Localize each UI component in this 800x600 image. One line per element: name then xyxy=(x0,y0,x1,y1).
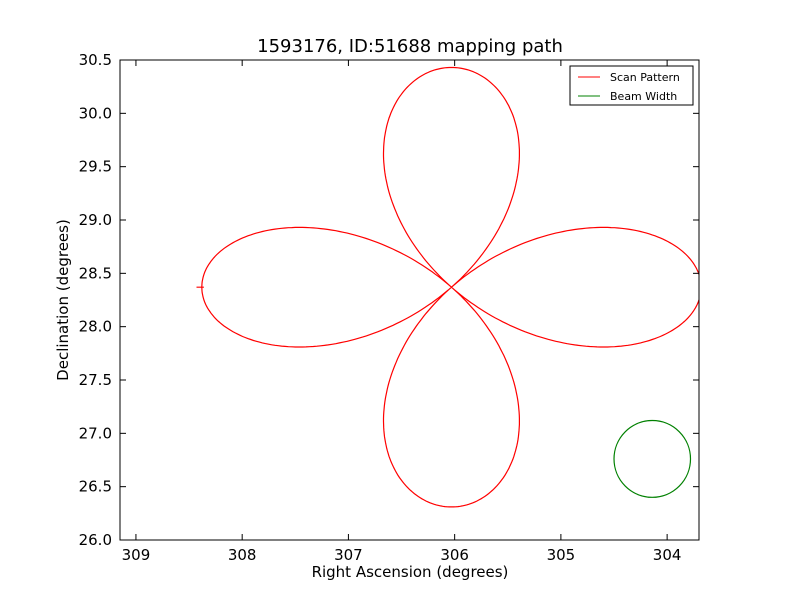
x-tick-label: 304 xyxy=(653,546,682,564)
x-tick-label: 309 xyxy=(122,546,151,564)
y-tick-label: 28.5 xyxy=(79,264,112,282)
legend-label-beam-width: Beam Width xyxy=(610,90,677,103)
y-tick-label: 28.0 xyxy=(79,318,112,336)
y-tick-label: 29.0 xyxy=(79,211,112,229)
legend: Scan Pattern Beam Width xyxy=(569,65,694,106)
x-tick-label: 305 xyxy=(547,546,576,564)
y-tick-label: 26.0 xyxy=(79,531,112,549)
x-tick-label: 307 xyxy=(334,546,363,564)
y-tick-label: 26.5 xyxy=(79,478,112,496)
y-tick-label: 29.5 xyxy=(79,158,112,176)
beam-width-circle xyxy=(613,419,692,498)
y-tick-label: 30.0 xyxy=(79,104,112,122)
legend-label-scan-pattern: Scan Pattern xyxy=(610,71,680,84)
series-layer xyxy=(196,66,699,508)
y-axis-label: Declination (degrees) xyxy=(54,219,72,381)
x-tick-label: 308 xyxy=(228,546,257,564)
y-tick-label: 30.5 xyxy=(79,51,112,69)
plot-area xyxy=(119,59,700,541)
x-axis-label: Right Ascension (degrees) xyxy=(312,563,509,581)
chart-title: 1593176, ID:51688 mapping path xyxy=(257,36,563,57)
legend-box xyxy=(569,65,694,106)
y-tick-label: 27.0 xyxy=(79,424,112,442)
scan-pattern-line xyxy=(196,66,699,508)
y-tick-label: 27.5 xyxy=(79,371,112,389)
plot-frame xyxy=(119,59,700,541)
x-axis: 309 308 307 306 305 304 xyxy=(122,60,682,564)
x-tick-label: 306 xyxy=(440,546,469,564)
y-axis: 26.0 26.5 27.0 27.5 28.0 28.5 29.0 29.5 30.0 30.5 xyxy=(79,51,699,549)
